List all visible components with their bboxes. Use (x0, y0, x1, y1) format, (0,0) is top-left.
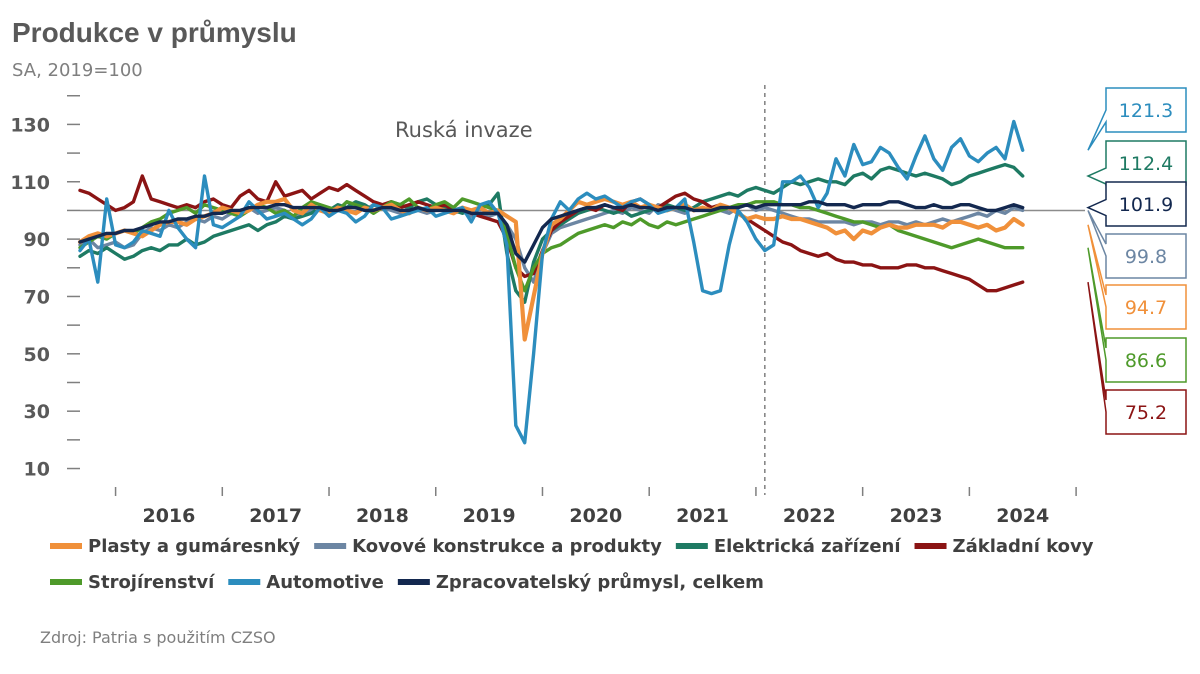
end-value-callouts: 121.3 112.4 101.9 99.8 94.7 86.6 75.2 (1086, 87, 1187, 435)
callout-value: 86.6 (1125, 350, 1167, 372)
legend-item: Plasty a gumáresnký (50, 536, 300, 557)
series-line-zpracovatelsky-prumysl-celkem (78, 200, 1025, 264)
y-tick-label: 110 (10, 172, 50, 194)
callout-box (1086, 181, 1187, 227)
x-tick-label: 2020 (569, 505, 622, 527)
legend-item: Základní kovy (914, 536, 1094, 557)
x-tick-label: 2018 (356, 505, 409, 527)
y-tick-label: 90 (24, 229, 50, 251)
x-tick-label: 2023 (890, 505, 943, 527)
source-note: Zdroj: Patria s použitím CZSO (40, 628, 276, 647)
series-layer (77, 119, 1025, 445)
series-line-strojirenstvi (78, 197, 1025, 293)
y-tick-label: 70 (24, 286, 50, 308)
legend-label: Základní kovy (953, 536, 1094, 557)
legend-item: Strojírenství (50, 572, 215, 593)
callout-121.3: 121.3 (1087, 87, 1187, 151)
x-tick-label: 2022 (783, 505, 836, 527)
legend-label: Elektrická zařízení (714, 536, 902, 557)
callout-box (1087, 87, 1187, 151)
legend-item: Elektrická zařízení (675, 536, 902, 557)
legend-label: Zpracovatelský průmysl, celkem (436, 571, 764, 593)
callout-75.2: 75.2 (1087, 282, 1187, 435)
legend-label: Plasty a gumáresnký (88, 536, 300, 557)
annotation-russian-invasion: Ruská invaze (395, 118, 533, 142)
callout-112.4: 112.4 (1086, 140, 1187, 186)
callout-94.7: 94.7 (1087, 224, 1187, 330)
legend-label: Automotive (266, 572, 384, 593)
y-axis: 10 30 50 70 90 110 130 (10, 94, 80, 481)
callout-101.9: 101.9 (1086, 181, 1187, 227)
callout-value: 99.8 (1125, 246, 1167, 268)
y-tick-label: 130 (10, 114, 50, 136)
callout-box (1087, 282, 1187, 435)
legend-label: Strojírenství (88, 572, 215, 593)
callout-99.8: 99.8 (1087, 210, 1187, 279)
legend-item: Zpracovatelský průmysl, celkem (397, 571, 764, 593)
callout-86.6: 86.6 (1087, 247, 1187, 383)
chart-title: Produkce v průmyslu (12, 17, 297, 48)
legend-item: Kovové konstrukce a produkty (314, 536, 662, 557)
callout-value: 75.2 (1125, 402, 1167, 424)
x-tick-label: 2024 (996, 505, 1049, 527)
legend-item: Automotive (228, 572, 384, 593)
callout-box (1087, 224, 1187, 330)
callout-box (1087, 210, 1187, 279)
x-tick-label: 2021 (676, 505, 729, 527)
x-tick-label: 2019 (463, 505, 516, 527)
legend: Plasty a gumáresnký Kovové konstrukce a p… (50, 536, 1094, 593)
x-tick-label: 2016 (142, 505, 195, 527)
callout-value: 101.9 (1119, 194, 1173, 216)
reference-layer (80, 85, 1085, 495)
callout-value: 112.4 (1119, 153, 1173, 175)
y-tick-label: 10 (24, 459, 50, 481)
x-axis: 2016 2017 2018 2019 2020 2021 2022 2023 2024 (114, 487, 1077, 527)
x-tick-label: 2017 (249, 505, 302, 527)
chart-subtitle: SA, 2019=100 (12, 60, 143, 81)
callout-value: 94.7 (1125, 297, 1167, 319)
y-tick-label: 30 (24, 401, 50, 423)
legend-label: Kovové konstrukce a produkty (352, 536, 662, 557)
y-tick-label: 50 (24, 344, 50, 366)
callout-box (1087, 247, 1187, 383)
callout-value: 121.3 (1119, 100, 1173, 122)
